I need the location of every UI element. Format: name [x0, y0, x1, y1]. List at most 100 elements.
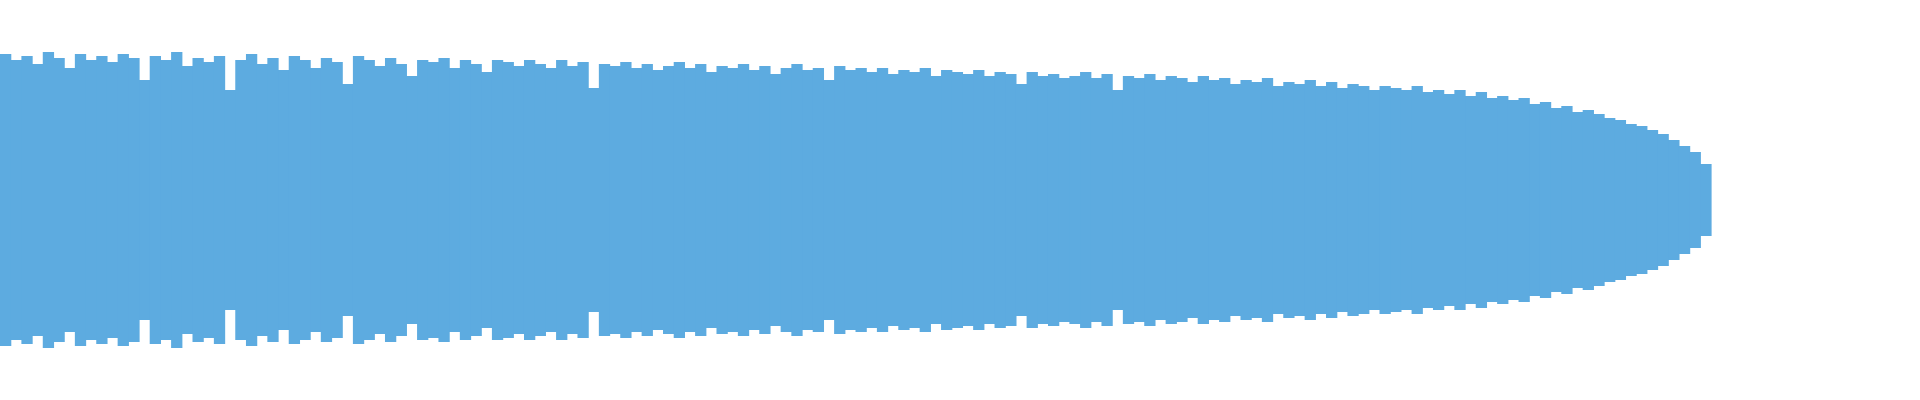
wave-segment: [42, 52, 55, 348]
wave-segment: [1379, 86, 1391, 314]
wave-segment: [844, 70, 857, 330]
wave-segment: [598, 64, 611, 336]
wave-segment: [716, 66, 728, 334]
wave-segment: [53, 58, 65, 342]
wave-segment: [192, 58, 204, 342]
wave-segment: [1454, 90, 1466, 310]
wave-segment: [737, 64, 750, 336]
wave-segment: [1197, 76, 1209, 324]
wave-segment: [780, 68, 792, 332]
wave-segment: [128, 58, 140, 342]
wave-segment: [1689, 152, 1701, 248]
wave-segment: [620, 62, 632, 338]
wave-segment: [1347, 84, 1359, 316]
wave-segment: [855, 68, 867, 332]
wave-segment: [1112, 90, 1124, 310]
wave-segment: [876, 68, 889, 332]
wave-segment: [245, 54, 258, 346]
wave-segment: [652, 70, 664, 330]
wave-segment: [331, 62, 343, 338]
wave-segment: [1176, 78, 1188, 322]
wave-segment: [1582, 110, 1594, 290]
wave-segment: [1037, 76, 1049, 324]
wave-segment: [962, 74, 974, 326]
wave-segment: [427, 62, 440, 338]
wave-segment: [1678, 146, 1691, 254]
wave-segment: [1497, 96, 1509, 304]
wave-segment: [96, 56, 108, 344]
wave-segment: [951, 72, 964, 328]
wave-segment: [1614, 120, 1627, 280]
wave-segment: [1358, 86, 1370, 314]
wave-segment: [695, 64, 707, 336]
wave-segment: [1005, 74, 1017, 326]
wave-segment: [1432, 90, 1445, 310]
wave-segment: [1486, 98, 1498, 302]
wave-segment: [106, 62, 119, 338]
wave-segment: [1015, 84, 1028, 316]
wave-segment: [1154, 80, 1167, 320]
wave-segment: [1133, 78, 1145, 322]
wave-segment: [417, 60, 429, 340]
wave-segment: [352, 56, 365, 344]
wave-segment: [1465, 96, 1477, 304]
wave-segment: [342, 84, 354, 316]
wave-segment: [1646, 130, 1659, 270]
wave-segment: [171, 52, 183, 348]
wave-segment: [1069, 76, 1081, 324]
wave-segment: [1604, 118, 1616, 282]
wave-segment: [1272, 86, 1284, 314]
wave-segment: [1368, 90, 1381, 310]
wave-segment: [887, 74, 899, 326]
wave-segment: [812, 68, 825, 332]
wave-segment: [395, 64, 407, 336]
wave-segment: [1561, 106, 1573, 294]
wave-segment: [1636, 126, 1648, 274]
wave-segment: [491, 60, 504, 340]
wave-segment: [1390, 88, 1402, 312]
wave-segment: [449, 68, 461, 332]
wave-segment: [577, 62, 589, 338]
wave-segment: [470, 64, 482, 336]
wave-segment: [523, 60, 536, 340]
wave-segment: [320, 58, 333, 342]
wave-segment: [791, 64, 803, 336]
wave-segment: [823, 80, 835, 320]
wave-segment: [406, 76, 418, 324]
wave-segment: [1326, 82, 1338, 318]
wave-segment: [139, 80, 151, 320]
wave-segment: [288, 56, 301, 344]
wave-segment: [1047, 74, 1060, 326]
wave-segment: [545, 68, 557, 332]
wave-segment: [10, 60, 22, 340]
wave-segment: [0, 54, 12, 346]
wave-segment: [384, 58, 397, 342]
wave-segment: [1422, 92, 1434, 308]
wave-segment: [994, 72, 1006, 328]
wave-segment: [727, 68, 739, 332]
wave-segment: [363, 60, 375, 340]
wave-segment: [213, 56, 226, 344]
wave-segment: [1219, 78, 1231, 322]
wave-segment: [1411, 86, 1423, 314]
wave-segment: [1507, 100, 1520, 300]
wave-segment: [1400, 90, 1413, 310]
wave-segment: [181, 66, 194, 334]
wave-segment: [1700, 164, 1712, 236]
wave-segment: [203, 62, 215, 338]
wave-segment: [1251, 82, 1263, 318]
wave-segment: [459, 60, 472, 340]
wave-segment: [1668, 140, 1680, 260]
wave-segment: [1475, 92, 1488, 308]
wave-segment: [1261, 78, 1274, 322]
wave-segment: [1518, 98, 1530, 302]
wave-segment: [769, 74, 782, 326]
wave-segment: [630, 68, 643, 332]
wave-segment: [556, 60, 568, 340]
wave-segment: [930, 76, 942, 324]
wave-segment: [1026, 72, 1038, 328]
wave-segment: [224, 90, 236, 310]
wave-segment: [513, 66, 525, 334]
wave-segment: [898, 70, 910, 330]
